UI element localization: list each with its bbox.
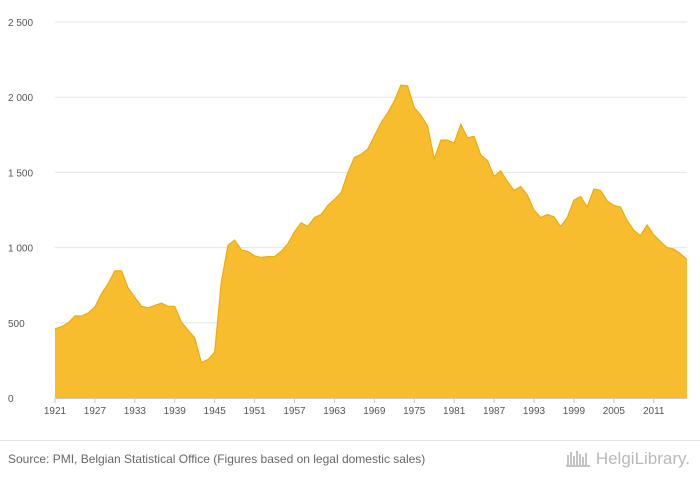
x-tick-label: 1993 [523,406,546,417]
area-fill [55,85,687,398]
x-tick-label: 1933 [124,406,147,417]
helgilibrary-logo[interactable]: HelgiLibrary. [565,449,690,469]
x-tick-label: 1927 [84,406,107,417]
footer-divider [0,440,700,441]
x-tick-label: 1945 [204,406,227,417]
axes: 0 500 1 000 1 500 2 000 2 500 1921 1927 1933 1939… [8,18,687,417]
y-tick-label: 500 [8,319,25,330]
y-tick-label: 2 000 [8,93,33,104]
x-tick-label: 2011 [643,406,665,417]
source-note: Source: PMI, Belgian Statistical Office … [8,452,426,466]
x-tick-label: 1969 [363,406,386,417]
library-shelf-icon [565,451,590,467]
x-tick-label: 1951 [243,406,266,417]
x-tick-label: 1975 [403,406,426,417]
y-tick-label: 0 [8,394,14,405]
area-line [54,84,688,364]
y-tick-label: 1 000 [8,244,33,255]
x-tick-label: 1957 [283,406,306,417]
x-tick-label: 1987 [483,406,506,417]
y-tick-label: 1 500 [8,168,33,179]
x-tick-label: 1981 [443,406,466,417]
x-tick-label: 1963 [323,406,346,417]
x-tick-label: 2005 [603,406,626,417]
area-chart: 0 500 1 000 1 500 2 000 2 500 1921 1927 1933 1939… [8,18,688,417]
y-tick-label: 2 500 [8,18,33,29]
x-tick-label: 1999 [563,406,586,417]
x-tick-label: 1939 [164,406,187,417]
x-tick-label: 1921 [44,406,67,417]
logo-text: HelgiLibrary. [595,449,690,468]
area-series [54,84,688,398]
